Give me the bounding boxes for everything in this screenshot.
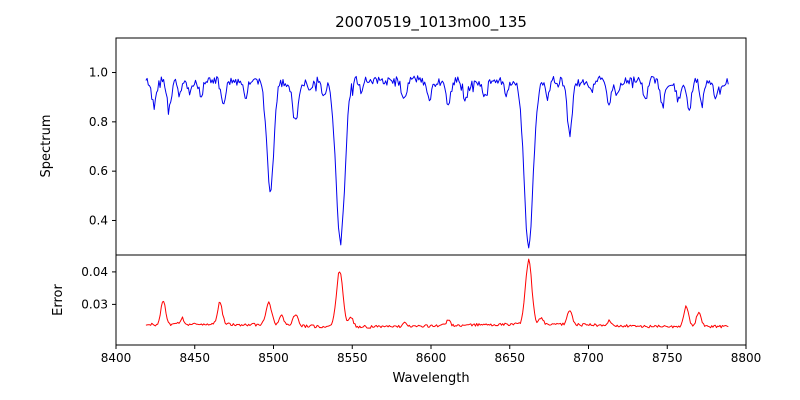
x-tick-label: 8500 <box>258 351 289 365</box>
x-axis-label: Wavelength <box>392 371 469 386</box>
y-tick-label-spectrum: 0.4 <box>89 213 108 227</box>
error-line <box>145 258 729 329</box>
y-tick-label-error: 0.04 <box>81 265 108 279</box>
x-tick-label: 8650 <box>494 351 525 365</box>
spectrum-axes-box <box>115 37 747 256</box>
x-tick-label: 8600 <box>416 351 447 365</box>
y-tick-label-spectrum: 0.8 <box>89 115 108 129</box>
y-axis-label-error: Error <box>51 284 66 316</box>
x-tick-label: 8800 <box>731 351 762 365</box>
y-axis-label-spectrum: Spectrum <box>39 115 54 178</box>
error-axes-box <box>115 254 747 346</box>
x-tick-label: 8450 <box>179 351 210 365</box>
x-tick-label: 8550 <box>337 351 368 365</box>
chart-title: 20070519_1013m00_135 <box>335 13 527 32</box>
x-tick-label: 8400 <box>101 351 132 365</box>
x-tick-label: 8750 <box>652 351 683 365</box>
spectrum-line <box>145 75 729 249</box>
x-tick-label: 8700 <box>573 351 604 365</box>
y-tick-label-error: 0.03 <box>81 297 108 311</box>
y-tick-label-spectrum: 0.6 <box>89 164 108 178</box>
y-tick-label-spectrum: 1.0 <box>89 66 108 80</box>
